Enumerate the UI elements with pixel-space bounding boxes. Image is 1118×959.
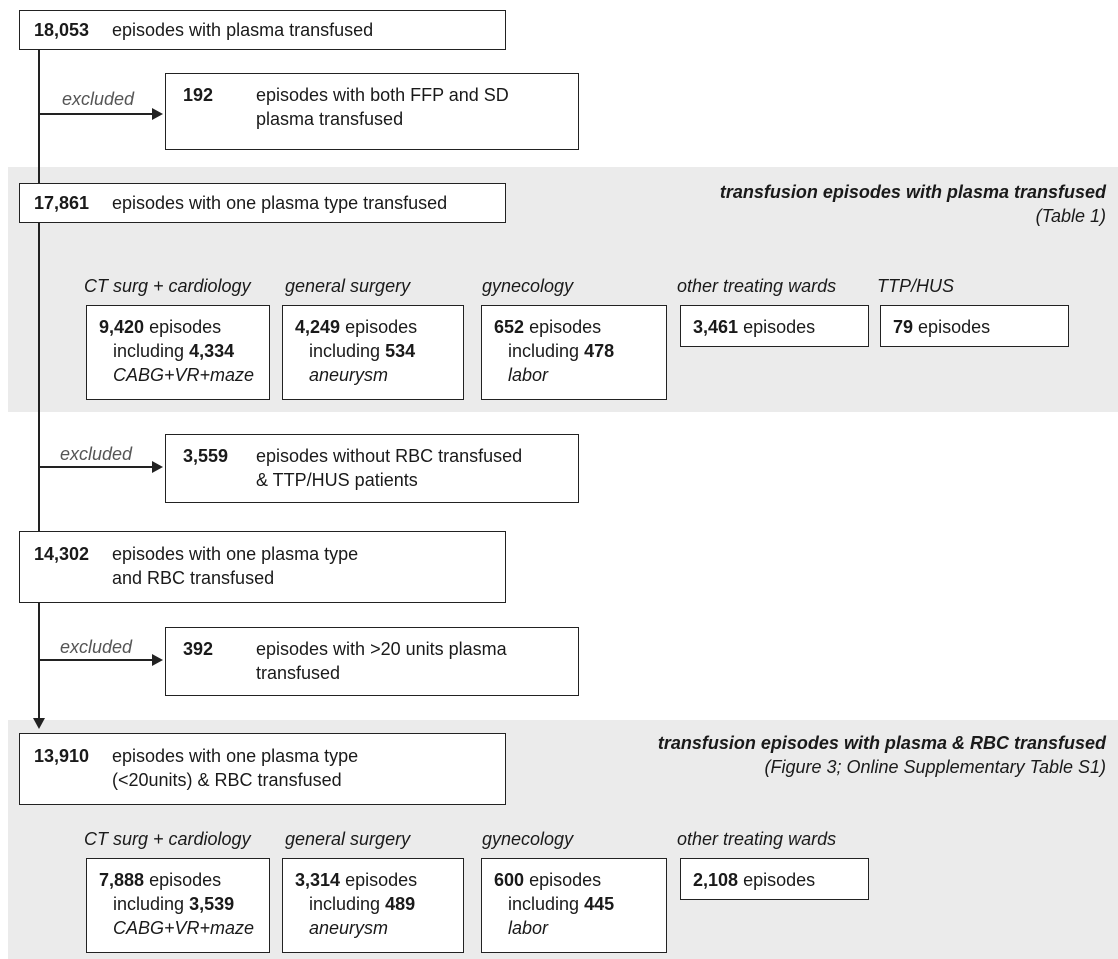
section2-subtitle: (Figure 3; Online Supplementary Table S1… bbox=[764, 757, 1106, 777]
ward-sub-label: labor bbox=[508, 918, 549, 938]
exclusion-label-1: excluded bbox=[62, 89, 135, 109]
ward-episodes: episodes bbox=[345, 870, 418, 890]
plasma-rbc-box: 14,302 episodes with one plasma type and… bbox=[19, 531, 506, 603]
ward-sub-count: 478 bbox=[584, 341, 615, 361]
ward-sub-label: labor bbox=[508, 365, 549, 385]
arrow-right-icon bbox=[152, 461, 163, 473]
step2-count: 17,861 bbox=[34, 193, 90, 213]
ward-box-general-surgery: 4,249 episodes including 534 aneurysm bbox=[282, 305, 464, 400]
exclusion-box-2: 3,559 episodes without RBC transfused & … bbox=[165, 434, 579, 503]
ward-sub-label: aneurysm bbox=[309, 918, 389, 938]
ward-box-gynecology: 600 episodes including 445 labor bbox=[481, 858, 667, 953]
ward-episodes: episodes bbox=[529, 317, 602, 337]
ward-sub-count: 4,334 bbox=[189, 341, 235, 361]
exclusion-box-3: 392 episodes with >20 units plasma trans… bbox=[165, 627, 579, 696]
exclusion-box-1: 192 episodes with both FFP and SD plasma… bbox=[165, 73, 579, 150]
ward-sub-label: aneurysm bbox=[309, 365, 389, 385]
ward-label-general-surgery: general surgery bbox=[285, 276, 411, 296]
exclusion-text-1b: plasma transfused bbox=[256, 109, 404, 129]
ward-including: including bbox=[113, 341, 185, 361]
ward-box-other: 3,461 episodes bbox=[680, 305, 869, 347]
exclusion-count-2: 3,559 bbox=[183, 446, 229, 466]
ward-count: 652 bbox=[494, 317, 525, 337]
ward-including: including bbox=[309, 341, 381, 361]
section2-title: transfusion episodes with plasma & RBC t… bbox=[657, 733, 1106, 753]
section1-title: transfusion episodes with plasma transfu… bbox=[719, 182, 1106, 202]
start-count: 18,053 bbox=[34, 20, 90, 40]
ward-label-ttp-hus: TTP/HUS bbox=[877, 276, 955, 296]
arrow-right-icon bbox=[152, 108, 163, 120]
ward-count: 4,249 bbox=[295, 317, 341, 337]
ward-sub-count: 3,539 bbox=[189, 894, 235, 914]
exclusion-text-3a: episodes with >20 units plasma bbox=[256, 639, 507, 659]
one-plasma-type-box: 17,861 episodes with one plasma type tra… bbox=[19, 183, 506, 223]
exclusion-connector-2 bbox=[38, 466, 154, 468]
ward-count: 3,461 bbox=[693, 317, 739, 337]
ward-count: 79 bbox=[893, 317, 914, 337]
ward-count: 2,108 bbox=[693, 870, 739, 890]
arrow-right-icon bbox=[152, 654, 163, 666]
ward-label-gynecology: gynecology bbox=[482, 829, 574, 849]
step3-text-b: and RBC transfused bbox=[112, 568, 275, 588]
exclusion-connector-3 bbox=[38, 659, 154, 661]
ward-sub-count: 489 bbox=[385, 894, 416, 914]
exclusion-count-1: 192 bbox=[183, 85, 214, 105]
ward-including: including bbox=[309, 894, 381, 914]
exclusion-label-2: excluded bbox=[60, 444, 133, 464]
step3-text-a: episodes with one plasma type bbox=[112, 544, 359, 564]
arrow-down-icon bbox=[33, 718, 45, 729]
start-text: episodes with plasma transfused bbox=[112, 20, 374, 40]
ward-including: including bbox=[113, 894, 185, 914]
step4-count: 13,910 bbox=[34, 746, 90, 766]
exclusion-text-1a: episodes with both FFP and SD bbox=[256, 85, 509, 105]
ward-including: including bbox=[508, 894, 580, 914]
ward-label-other: other treating wards bbox=[677, 829, 837, 849]
step3-count: 14,302 bbox=[34, 544, 90, 564]
ward-episodes: episodes bbox=[918, 317, 991, 337]
ward-label-other: other treating wards bbox=[677, 276, 837, 296]
step4-text-a: episodes with one plasma type bbox=[112, 746, 359, 766]
ward-episodes: episodes bbox=[743, 317, 816, 337]
ward-label-gynecology: gynecology bbox=[482, 276, 574, 296]
ward-box-ct-surg: 7,888 episodes including 3,539 CABG+VR+m… bbox=[86, 858, 270, 953]
exclusion-connector-1 bbox=[38, 113, 154, 115]
ward-box-general-surgery: 3,314 episodes including 489 aneurysm bbox=[282, 858, 464, 953]
ward-label-ct-surg: CT surg + cardiology bbox=[84, 276, 251, 296]
exclusion-text-2b: & TTP/HUS patients bbox=[256, 470, 418, 490]
ward-episodes: episodes bbox=[345, 317, 418, 337]
exclusion-label-3: excluded bbox=[60, 637, 133, 657]
step2-text: episodes with one plasma type transfused bbox=[112, 193, 448, 213]
ward-box-gynecology: 652 episodes including 478 labor bbox=[481, 305, 667, 400]
ward-label-general-surgery: general surgery bbox=[285, 829, 411, 849]
ward-count: 3,314 bbox=[295, 870, 341, 890]
ward-episodes: episodes bbox=[149, 317, 222, 337]
ward-episodes: episodes bbox=[743, 870, 816, 890]
ward-box-other: 2,108 episodes bbox=[680, 858, 869, 900]
exclusion-count-3: 392 bbox=[183, 639, 214, 659]
ward-including: including bbox=[508, 341, 580, 361]
ward-box-ttp-hus: 79 episodes bbox=[880, 305, 1069, 347]
exclusion-text-3b: transfused bbox=[256, 663, 341, 683]
exclusion-text-2a: episodes without RBC transfused bbox=[256, 446, 523, 466]
ward-episodes: episodes bbox=[529, 870, 602, 890]
ward-episodes: episodes bbox=[149, 870, 222, 890]
ward-count: 9,420 bbox=[99, 317, 145, 337]
start-box: 18,053 episodes with plasma transfused bbox=[19, 10, 506, 50]
ward-sub-count: 534 bbox=[385, 341, 416, 361]
final-cohort-box: 13,910 episodes with one plasma type (<2… bbox=[19, 733, 506, 805]
ward-count: 600 bbox=[494, 870, 525, 890]
main-flow-line bbox=[38, 49, 40, 719]
ward-label-ct-surg: CT surg + cardiology bbox=[84, 829, 251, 849]
ward-box-ct-surg: 9,420 episodes including 4,334 CABG+VR+m… bbox=[86, 305, 270, 400]
ward-count: 7,888 bbox=[99, 870, 145, 890]
section1-subtitle: (Table 1) bbox=[1035, 206, 1106, 226]
ward-sub-label: CABG+VR+maze bbox=[113, 365, 255, 385]
step4-text-b: (<20units) & RBC transfused bbox=[112, 770, 342, 790]
ward-sub-label: CABG+VR+maze bbox=[113, 918, 255, 938]
ward-sub-count: 445 bbox=[584, 894, 615, 914]
